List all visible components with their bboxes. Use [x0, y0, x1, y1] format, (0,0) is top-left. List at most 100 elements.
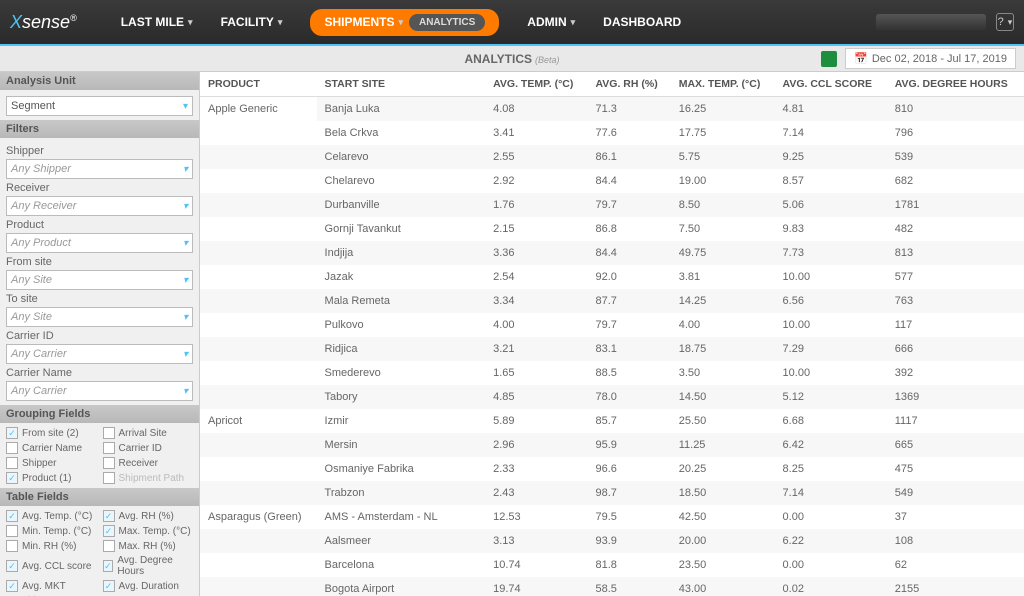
table-row[interactable]: Mersin2.9695.911.256.42665: [200, 433, 1024, 457]
table-row[interactable]: Gornji Tavankut2.1586.87.509.83482: [200, 217, 1024, 241]
data-cell: 6.56: [775, 289, 887, 313]
export-excel-icon[interactable]: [821, 51, 837, 67]
table-row[interactable]: Barcelona10.7481.823.500.0062: [200, 553, 1024, 577]
data-cell: 71.3: [588, 97, 671, 122]
product-cell: [200, 241, 317, 265]
nav-facility[interactable]: FACILITY▾: [221, 15, 283, 29]
checkbox-item[interactable]: ✓From site (2): [6, 427, 97, 439]
nav-dashboard[interactable]: DASHBOARD: [603, 15, 681, 29]
checkbox-item[interactable]: Min. Temp. (°C): [6, 525, 97, 537]
checkbox-item[interactable]: ✓Avg. Duration: [103, 580, 194, 592]
table-row[interactable]: Mala Remeta3.3487.714.256.56763: [200, 289, 1024, 313]
column-header[interactable]: AVG. TEMP. (°C): [485, 72, 587, 97]
section-tablefields: Table Fields: [0, 488, 199, 506]
help-icon[interactable]: ?▾: [996, 13, 1014, 31]
chevron-down-icon: ▾: [188, 17, 193, 28]
checkbox-item[interactable]: Max. RH (%): [103, 540, 194, 552]
table-row[interactable]: Indjija3.3684.449.757.73813: [200, 241, 1024, 265]
product-cell: [200, 385, 317, 409]
calendar-icon: 📅: [854, 52, 868, 65]
checkbox-item[interactable]: Carrier ID: [103, 442, 194, 454]
table-row[interactable]: Bogota Airport19.7458.543.000.022155: [200, 577, 1024, 596]
table-row[interactable]: Tabory4.8578.014.505.121369: [200, 385, 1024, 409]
data-cell: 16.25: [671, 97, 775, 122]
checkbox-item[interactable]: ✓Avg. Degree Hours: [103, 555, 194, 577]
data-cell: 475: [887, 457, 1024, 481]
filter-select[interactable]: Any Receiver▾: [6, 196, 193, 216]
checkbox-item[interactable]: ✓Avg. RH (%): [103, 510, 194, 522]
table-row[interactable]: ApricotIzmir5.8985.725.506.681117: [200, 409, 1024, 433]
product-cell: Asparagus (Green): [200, 505, 317, 529]
data-cell: 7.14: [775, 481, 887, 505]
data-cell: Pulkovo: [317, 313, 486, 337]
product-cell: [200, 265, 317, 289]
data-cell: 2.55: [485, 145, 587, 169]
table-row[interactable]: Smederevo1.6588.53.5010.00392: [200, 361, 1024, 385]
data-cell: 117: [887, 313, 1024, 337]
column-header[interactable]: MAX. TEMP. (°C): [671, 72, 775, 97]
table-row[interactable]: Bela Crkva3.4177.617.757.14796: [200, 121, 1024, 145]
user-menu[interactable]: [876, 14, 986, 30]
checkbox-item[interactable]: Receiver: [103, 457, 194, 469]
checkbox-icon: ✓: [103, 525, 115, 537]
checkbox-icon: [103, 540, 115, 552]
column-header[interactable]: AVG. DEGREE HOURS: [887, 72, 1024, 97]
data-cell: 3.41: [485, 121, 587, 145]
checkbox-item[interactable]: ✓Product (1): [6, 472, 97, 484]
table-row[interactable]: Durbanville1.7679.78.505.061781: [200, 193, 1024, 217]
checkbox-item[interactable]: Arrival Site: [103, 427, 194, 439]
column-header[interactable]: AVG. RH (%): [588, 72, 671, 97]
table-row[interactable]: Pulkovo4.0079.74.0010.00117: [200, 313, 1024, 337]
data-cell: 79.7: [588, 193, 671, 217]
chevron-down-icon: ▾: [278, 17, 283, 28]
data-cell: 49.75: [671, 241, 775, 265]
checkbox-icon: ✓: [6, 427, 18, 439]
table-row[interactable]: Celarevo2.5586.15.759.25539: [200, 145, 1024, 169]
data-cell: 12.53: [485, 505, 587, 529]
checkbox-item[interactable]: ✓Avg. Temp. (°C): [6, 510, 97, 522]
checkbox-item[interactable]: ✓Avg. CCL score: [6, 555, 97, 577]
table-row[interactable]: Chelarevo2.9284.419.008.57682: [200, 169, 1024, 193]
data-cell: 0.02: [775, 577, 887, 596]
chevron-down-icon: ▾: [183, 101, 188, 112]
table-row[interactable]: Ridjica3.2183.118.757.29666: [200, 337, 1024, 361]
checkbox-item[interactable]: Shipper: [6, 457, 97, 469]
column-header[interactable]: PRODUCT: [200, 72, 317, 97]
chevron-down-icon: ▾: [398, 17, 403, 28]
column-header[interactable]: START SITE: [317, 72, 486, 97]
section-filters: Filters: [0, 120, 199, 138]
checkbox-icon: [103, 472, 115, 484]
data-cell: 9.25: [775, 145, 887, 169]
filter-select[interactable]: Any Site▾: [6, 270, 193, 290]
filter-select[interactable]: Any Site▾: [6, 307, 193, 327]
checkbox-item[interactable]: Min. RH (%): [6, 540, 97, 552]
date-range-picker[interactable]: 📅Dec 02, 2018 - Jul 17, 2019: [845, 48, 1016, 69]
checkbox-item[interactable]: ✓Max. Temp. (°C): [103, 525, 194, 537]
filter-select[interactable]: Any Carrier▾: [6, 344, 193, 364]
table-row[interactable]: Osmaniye Fabrika2.3396.620.258.25475: [200, 457, 1024, 481]
product-cell: [200, 577, 317, 596]
nav-analytics-pill[interactable]: ANALYTICS: [409, 14, 485, 31]
data-cell: 20.25: [671, 457, 775, 481]
filter-select[interactable]: Any Shipper▾: [6, 159, 193, 179]
data-cell: 666: [887, 337, 1024, 361]
table-row[interactable]: Jazak2.5492.03.8110.00577: [200, 265, 1024, 289]
table-row[interactable]: Apple GenericBanja Luka4.0871.316.254.81…: [200, 97, 1024, 122]
data-cell: 25.50: [671, 409, 775, 433]
data-cell: Jazak: [317, 265, 486, 289]
checkbox-icon: [6, 442, 18, 454]
table-row[interactable]: Aalsmeer3.1393.920.006.22108: [200, 529, 1024, 553]
analysis-unit-select[interactable]: Segment▾: [6, 96, 193, 116]
filter-select[interactable]: Any Product▾: [6, 233, 193, 253]
table-row[interactable]: Trabzon2.4398.718.507.14549: [200, 481, 1024, 505]
data-cell: 539: [887, 145, 1024, 169]
checkbox-item[interactable]: Carrier Name: [6, 442, 97, 454]
table-row[interactable]: Asparagus (Green)AMS - Amsterdam - NL12.…: [200, 505, 1024, 529]
nav-shipments[interactable]: SHIPMENTS▾ANALYTICS: [310, 9, 499, 36]
filter-select[interactable]: Any Carrier▾: [6, 381, 193, 401]
checkbox-item[interactable]: ✓Avg. MKT: [6, 580, 97, 592]
data-cell: 2.15: [485, 217, 587, 241]
column-header[interactable]: AVG. CCL SCORE: [775, 72, 887, 97]
nav-lastmile[interactable]: LAST MILE▾: [121, 15, 193, 29]
nav-admin[interactable]: ADMIN▾: [527, 15, 575, 29]
